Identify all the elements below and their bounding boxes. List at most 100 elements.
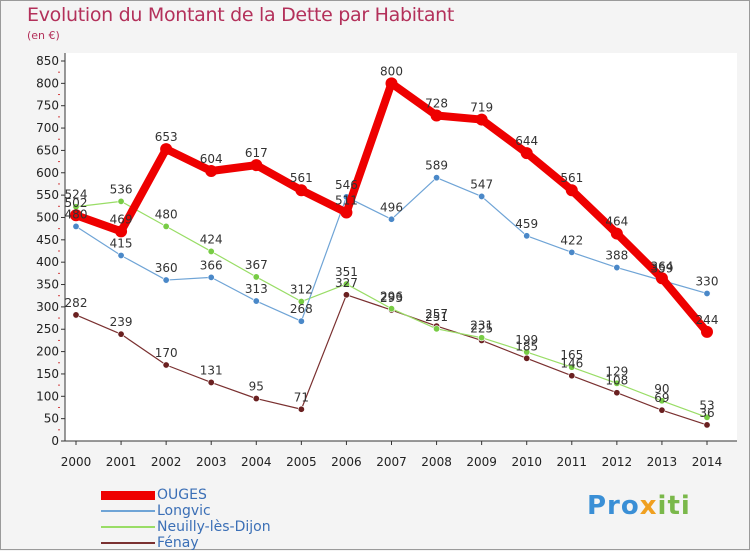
data-point — [658, 406, 666, 414]
data-label: 480 — [65, 207, 88, 221]
data-label: 617 — [245, 146, 268, 160]
data-label: 524 — [65, 188, 88, 202]
data-label: 422 — [560, 233, 583, 247]
data-point — [160, 143, 173, 156]
legend-item: Longvic — [101, 503, 211, 519]
data-point — [387, 305, 395, 313]
x-tick-label: 2001 — [106, 455, 137, 469]
data-label: 239 — [110, 315, 133, 329]
x-tick-label: 2014 — [692, 455, 723, 469]
data-point — [295, 184, 308, 197]
data-point — [385, 77, 398, 90]
data-label: 131 — [200, 363, 223, 377]
data-label: 424 — [200, 232, 223, 246]
x-tick-label: 2009 — [466, 455, 497, 469]
x-tick-label: 2013 — [647, 455, 678, 469]
data-point — [342, 280, 350, 288]
data-point — [207, 378, 215, 386]
legend-label: OUGES — [157, 487, 207, 503]
chart-unit: (en €) — [27, 29, 60, 42]
legend-item: Fénay — [101, 535, 199, 551]
data-label: 728 — [425, 97, 448, 111]
data-point — [655, 272, 668, 285]
legend-swatch — [101, 542, 155, 544]
data-point — [250, 159, 263, 172]
data-point — [701, 325, 713, 338]
x-tick-label: 2000 — [61, 455, 92, 469]
data-point — [568, 363, 576, 371]
data-point — [117, 251, 125, 259]
x-tick-label: 2006 — [331, 455, 362, 469]
y-tick-label: 250 — [36, 322, 59, 336]
data-label: 367 — [245, 258, 268, 272]
data-point — [162, 222, 170, 230]
data-label: 469 — [110, 212, 133, 226]
data-label: 90 — [654, 382, 669, 396]
data-point — [523, 354, 531, 362]
data-label: 330 — [696, 274, 719, 288]
data-label: 480 — [155, 207, 178, 221]
data-point — [613, 389, 621, 397]
data-point — [342, 291, 350, 299]
y-tick-label: 850 — [36, 54, 59, 68]
data-label: 251 — [425, 310, 448, 324]
plot-area — [65, 53, 737, 441]
data-point — [70, 209, 82, 222]
data-point — [568, 248, 576, 256]
data-point — [565, 184, 578, 197]
data-label: 561 — [560, 171, 583, 185]
x-tick-label: 2003 — [196, 455, 227, 469]
y-tick-label: 300 — [36, 300, 59, 314]
data-label: 327 — [335, 276, 358, 290]
data-point — [613, 264, 621, 272]
data-label: 225 — [470, 321, 493, 335]
chart-title: Evolution du Montant de la Dette par Hab… — [27, 4, 455, 26]
data-label: 359 — [650, 262, 673, 276]
data-label: 536 — [110, 182, 133, 196]
y-tick-label: 750 — [36, 99, 59, 113]
data-label: 561 — [290, 171, 313, 185]
data-point — [568, 372, 576, 380]
y-tick-label: 550 — [36, 188, 59, 202]
data-point — [72, 222, 80, 230]
data-label: 146 — [560, 357, 583, 371]
data-label: 496 — [380, 200, 403, 214]
legend-label: Longvic — [157, 503, 211, 519]
y-tick-label: 700 — [36, 121, 59, 135]
data-point — [523, 348, 531, 356]
x-tick-label: 2007 — [376, 455, 407, 469]
y-tick-label: 800 — [36, 76, 59, 90]
data-point — [297, 405, 305, 413]
data-point — [297, 317, 305, 325]
y-tick-label: 400 — [36, 255, 59, 269]
data-label: 185 — [515, 339, 538, 353]
data-point — [613, 379, 621, 387]
x-tick-label: 2004 — [241, 455, 272, 469]
data-label: 546 — [335, 178, 358, 192]
data-point — [478, 192, 486, 200]
data-point — [117, 197, 125, 205]
x-tick-label: 2002 — [151, 455, 182, 469]
y-tick-label: 0 — [51, 434, 59, 448]
legend-swatch — [101, 526, 155, 528]
data-label: 170 — [155, 346, 178, 360]
data-label: 800 — [380, 64, 403, 78]
data-label: 644 — [515, 134, 538, 148]
data-label: 293 — [380, 291, 403, 305]
data-point — [252, 395, 260, 403]
y-tick-label: 50 — [44, 412, 59, 426]
data-label: 351 — [335, 265, 358, 279]
data-label: 459 — [515, 217, 538, 231]
data-label: 282 — [65, 296, 88, 310]
data-label: 36 — [699, 406, 714, 420]
data-point — [478, 334, 486, 342]
data-point — [252, 297, 260, 305]
data-label: 547 — [470, 177, 493, 191]
data-point — [387, 215, 395, 223]
data-label: 199 — [515, 333, 538, 347]
data-point — [207, 273, 215, 281]
data-point — [297, 298, 305, 306]
data-label: 388 — [605, 249, 628, 263]
